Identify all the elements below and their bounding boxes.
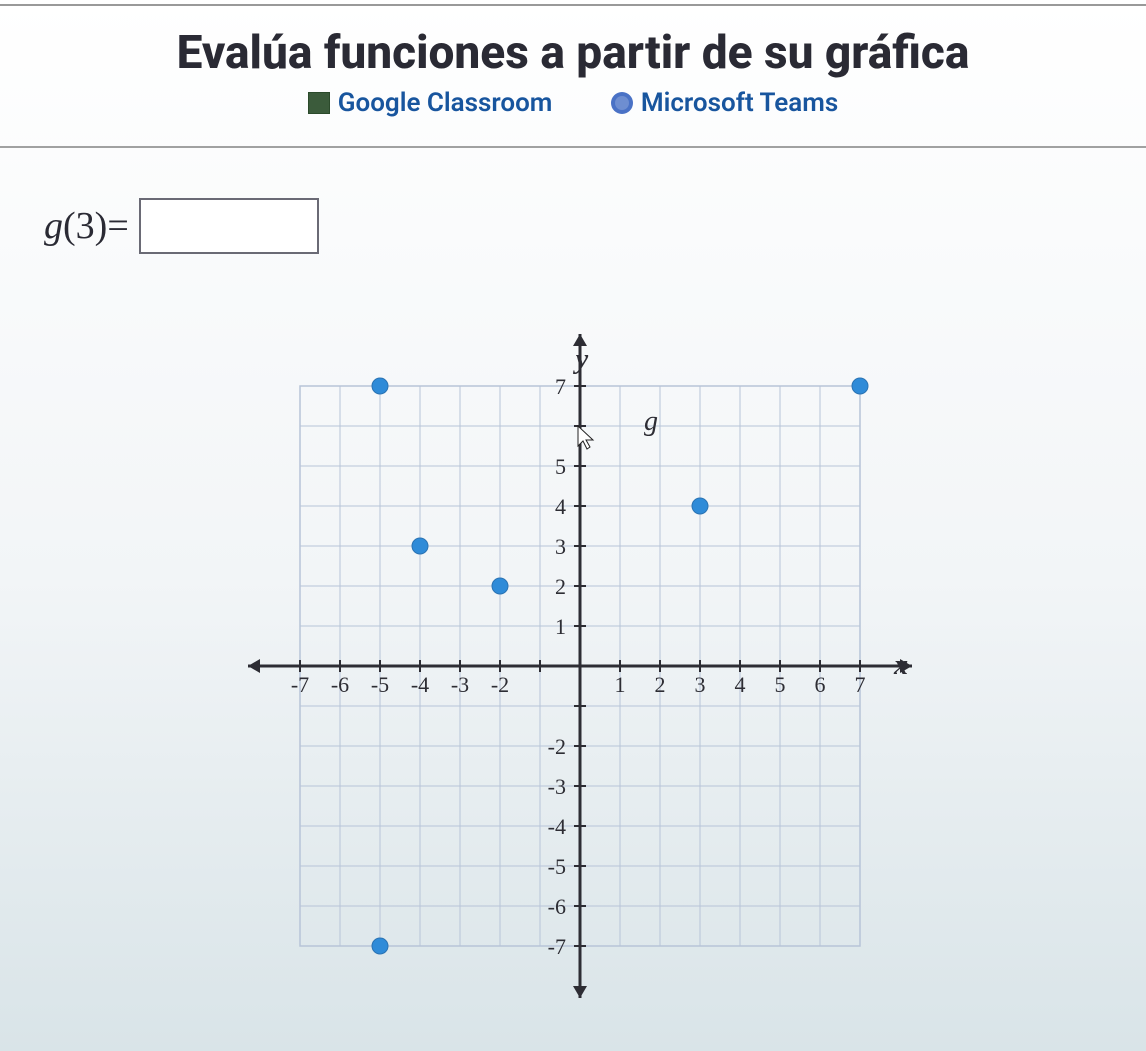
- svg-text:2: 2: [555, 574, 566, 599]
- google-classroom-button[interactable]: Google Classroom: [308, 88, 553, 118]
- share-row: Google Classroom Microsoft Teams: [0, 88, 1146, 121]
- svg-text:g: g: [644, 406, 658, 437]
- microsoft-teams-label: Microsoft Teams: [641, 88, 838, 118]
- svg-text:-7: -7: [291, 672, 309, 697]
- svg-text:1: 1: [615, 672, 626, 697]
- scatter-chart: -7 -6 -5 -4 -3 -2 1 2 3 4 5 6 7 1 2 3 4 5 7 -2 -3 -4 -5 -6 -7 y x g: [220, 306, 940, 1026]
- svg-text:5: 5: [775, 672, 786, 697]
- microsoft-teams-icon: [611, 92, 633, 114]
- question-func: g: [44, 204, 63, 248]
- svg-text:6: 6: [815, 672, 826, 697]
- svg-text:-5: -5: [548, 854, 566, 879]
- svg-text:y: y: [573, 344, 589, 375]
- answer-input[interactable]: [139, 198, 319, 254]
- question-open: (: [63, 204, 76, 248]
- question-equals: =: [107, 204, 128, 248]
- svg-text:4: 4: [735, 672, 746, 697]
- svg-text:3: 3: [695, 672, 706, 697]
- svg-text:-6: -6: [548, 894, 566, 919]
- svg-text:-4: -4: [411, 672, 429, 697]
- svg-text:1: 1: [555, 614, 566, 639]
- divider: [0, 146, 1146, 148]
- svg-text:7: 7: [855, 672, 866, 697]
- svg-text:4: 4: [555, 494, 566, 519]
- svg-text:5: 5: [555, 454, 566, 479]
- microsoft-teams-button[interactable]: Microsoft Teams: [611, 88, 838, 118]
- header-rule: [0, 4, 1146, 6]
- question: g ( 3 ) =: [44, 198, 319, 254]
- svg-text:x: x: [893, 650, 908, 681]
- svg-text:-3: -3: [451, 672, 469, 697]
- page-title: Evalúa funciones a partir de su gráfica: [0, 26, 1146, 80]
- svg-text:-4: -4: [548, 814, 566, 839]
- question-close: ): [95, 204, 108, 248]
- svg-text:-6: -6: [331, 672, 349, 697]
- svg-text:-7: -7: [548, 934, 566, 959]
- svg-text:-3: -3: [548, 774, 566, 799]
- svg-text:2: 2: [655, 672, 666, 697]
- google-classroom-label: Google Classroom: [338, 88, 553, 118]
- svg-text:-2: -2: [548, 734, 566, 759]
- svg-text:-5: -5: [371, 672, 389, 697]
- svg-text:3: 3: [555, 534, 566, 559]
- svg-text:7: 7: [555, 374, 566, 399]
- question-arg: 3: [76, 204, 95, 248]
- google-classroom-icon: [308, 92, 330, 114]
- svg-text:-2: -2: [491, 672, 509, 697]
